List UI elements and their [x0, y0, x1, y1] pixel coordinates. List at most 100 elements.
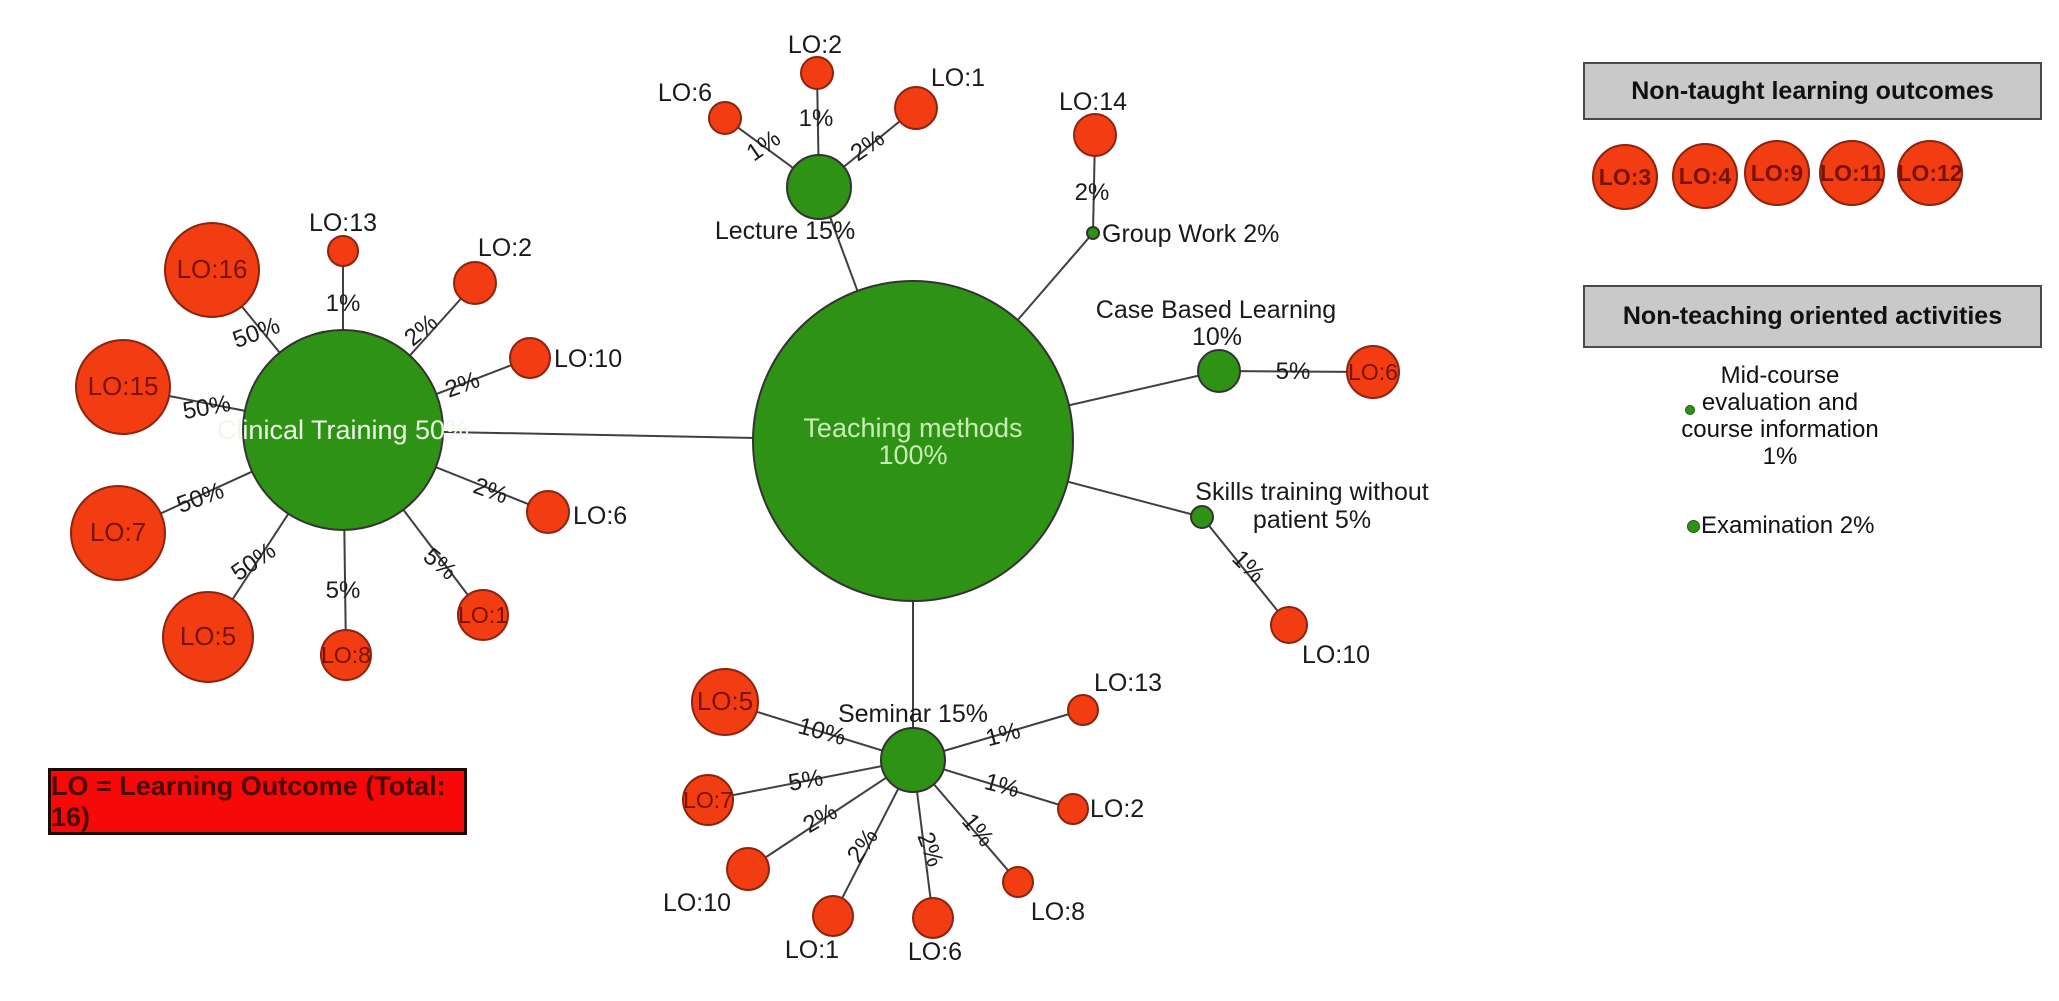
hub-label-case-based-learning: Case Based Learning: [1096, 296, 1336, 324]
outcome-label-seminar-5: LO:8: [1031, 898, 1085, 926]
outcome-label-seminar-7: LO:13: [1094, 669, 1162, 697]
non-taught-lo4-label: LO:4: [1678, 162, 1732, 189]
outcome-label-seminar-3: LO:1: [785, 936, 839, 964]
outcome-label-clinical-training-8: LO:7: [90, 517, 146, 547]
edge-percent-lecture-0: 1%: [742, 125, 786, 167]
outcome-node-clinical-training-2: [453, 261, 497, 305]
edge-percent-seminar-5: 1%: [956, 808, 999, 852]
outcome-node-lecture-0: [708, 101, 742, 135]
midcourse-line-1: Mid-course: [1720, 362, 1840, 389]
outcome-node-clinical-training-8: [70, 485, 166, 581]
midcourse-line-3: course information: [1681, 416, 1879, 443]
hub-label-clinical-training: Clinical Training 50%: [217, 415, 469, 445]
outcome-label-clinical-training-0: LO:16: [177, 254, 248, 284]
edge-percent-clinical-training-6: 5%: [326, 577, 361, 604]
center-node-label: Teaching methods: [803, 413, 1022, 443]
edge-percent-clinical-training-3: 2%: [442, 366, 484, 403]
edge-percent-seminar-7: 1%: [983, 717, 1023, 752]
non-taught-lo3-label: LO:3: [1598, 163, 1652, 190]
center-node-teaching-methods: [752, 280, 1074, 602]
outcome-node-seminar-0: [691, 668, 759, 736]
examination-note: Examination 2%: [1701, 512, 1875, 539]
non-taught-lo9-label: LO:9: [1750, 159, 1804, 186]
non-taught-panel-title: Non-taught learning outcomes: [1631, 76, 1994, 105]
hub-label-seminar: Seminar 15%: [838, 700, 988, 728]
outcome-node-case-based-learning-0: [1346, 345, 1400, 399]
outcome-label-clinical-training-7: LO:5: [180, 621, 236, 651]
outcome-label-seminar-0: LO:5: [697, 686, 753, 716]
outcome-node-clinical-training-5: [457, 589, 509, 641]
outcome-node-clinical-training-9: [75, 339, 171, 435]
edge-percent-clinical-training-7: 50%: [226, 537, 281, 587]
outcome-node-seminar-7: [1067, 694, 1099, 726]
outcome-node-seminar-4: [912, 897, 954, 939]
outcome-label-clinical-training-3: LO:10: [554, 345, 622, 373]
outcome-label-seminar-6: LO:2: [1090, 795, 1144, 823]
outcome-label-case-based-learning-0: LO:6: [1348, 359, 1398, 385]
outcome-label-seminar-1: LO:7: [683, 787, 733, 813]
outcome-label-clinical-training-6: LO:8: [321, 642, 371, 668]
edge-percent-clinical-training-1: 1%: [326, 290, 361, 317]
midcourse-line-2: evaluation and: [1701, 389, 1859, 416]
non-teaching-panel-title: Non-teaching oriented activities: [1622, 302, 2003, 330]
outcome-label-lecture-2: LO:1: [931, 64, 985, 92]
midcourse-evaluation-note: Mid-course evaluation and course informa…: [1660, 362, 1900, 470]
hub-label2-case-based-learning: 10%: [1192, 323, 1242, 351]
center-node-percent: 100%: [878, 440, 947, 470]
outcome-node-clinical-training-1: [327, 235, 359, 267]
outcome-node-seminar-2: [726, 847, 770, 891]
legend-text: LO = Learning Outcome (Total: 16): [51, 770, 446, 832]
non-taught-lo4-circle: LO:4: [1672, 143, 1738, 209]
non-taught-lo9-circle: LO:9: [1744, 140, 1810, 206]
hub-node-lecture: [786, 154, 852, 220]
edge-skills-training-sat-0: [1201, 516, 1290, 626]
edge-percent-seminar-2: 2%: [798, 798, 842, 839]
legend-box: LO = Learning Outcome (Total: 16): [48, 768, 467, 835]
outcome-node-seminar-6: [1057, 793, 1089, 825]
outcome-node-seminar-5: [1002, 866, 1034, 898]
edge-percent-case-based-learning-0: 5%: [1276, 358, 1311, 385]
outcome-node-clinical-training-4: [526, 490, 570, 534]
hub-label2-skills-training: patient 5%: [1253, 506, 1371, 534]
outcome-node-lecture-1: [800, 56, 834, 90]
outcome-node-seminar-3: [812, 895, 854, 937]
outcome-label-clinical-training-4: LO:6: [573, 502, 627, 530]
hub-label-group-work: Group Work 2%: [1102, 220, 1279, 248]
edge-percent-clinical-training-2: 2%: [399, 309, 443, 352]
examination-bullet-icon: [1687, 520, 1700, 533]
outcome-label-clinical-training-5: LO:1: [458, 602, 508, 628]
outcome-label-clinical-training-9: LO:15: [88, 371, 159, 401]
hub-label-skills-training: Skills training without: [1195, 478, 1428, 506]
hub-node-case-based-learning: [1197, 349, 1241, 393]
outcome-label-clinical-training-2: LO:2: [478, 234, 532, 262]
non-taught-lo12-circle: LO:12: [1897, 140, 1963, 206]
hub-node-skills-training: [1190, 505, 1214, 529]
outcome-node-seminar-1: [682, 774, 734, 826]
edge-percent-seminar-4: 2%: [911, 829, 948, 871]
non-taught-lo11-label: LO:11: [1820, 159, 1884, 186]
outcome-node-clinical-training-3: [509, 337, 551, 379]
outcome-label-clinical-training-1: LO:13: [309, 209, 377, 237]
outcome-node-clinical-training-0: [164, 222, 260, 318]
outcome-node-clinical-training-6: [320, 629, 372, 681]
hub-node-clinical-training: [242, 329, 444, 531]
outcome-node-lecture-2: [894, 86, 938, 130]
hub-node-group-work: [1086, 226, 1100, 240]
outcome-label-group-work-0: LO:14: [1059, 88, 1127, 116]
outcome-node-skills-training-0: [1270, 606, 1308, 644]
outcome-label-seminar-4: LO:6: [908, 938, 962, 966]
edge-percent-seminar-1: 5%: [786, 764, 825, 797]
non-taught-lo3-circle: LO:3: [1592, 144, 1658, 210]
outcome-label-skills-training-0: LO:10: [1302, 641, 1370, 669]
outcome-node-group-work-0: [1073, 113, 1117, 157]
non-taught-lo12-label: LO:12: [1897, 159, 1963, 186]
hub-node-seminar: [880, 727, 946, 793]
non-teaching-panel-header: Non-teaching oriented activities: [1583, 285, 2042, 348]
outcome-label-lecture-0: LO:6: [658, 79, 712, 107]
hub-label-lecture: Lecture 15%: [715, 217, 855, 245]
edge-percent-group-work-0: 2%: [1075, 179, 1110, 206]
outcome-node-clinical-training-7: [162, 591, 254, 683]
outcome-label-seminar-2: LO:10: [663, 889, 731, 917]
